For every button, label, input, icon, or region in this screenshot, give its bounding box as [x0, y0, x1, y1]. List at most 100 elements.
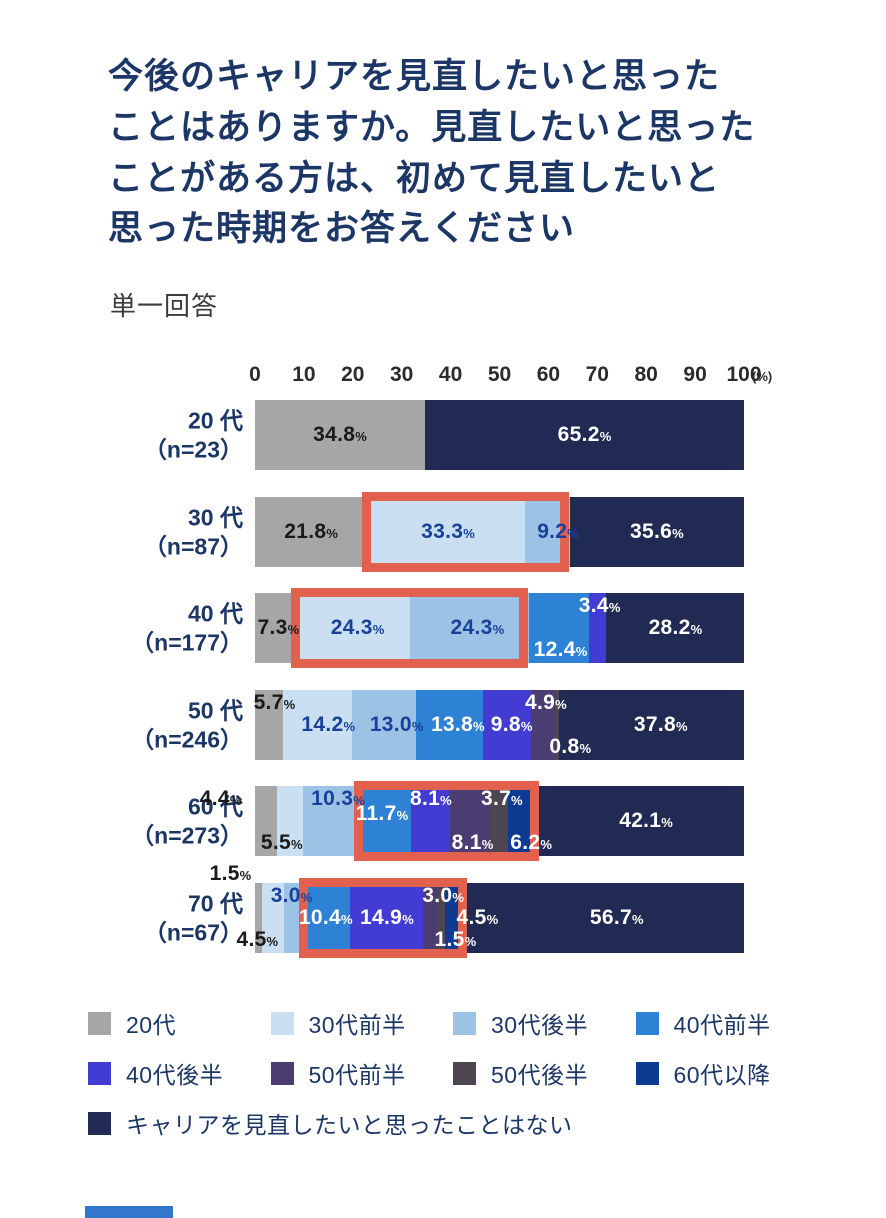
bar-row: 70 代（n=67） 1.5% 3.0% 4.5% 10.4% 14.9% 3.0% 1.5%…	[144, 862, 744, 958]
value-label: 4.4%	[199, 787, 242, 810]
bar-segment	[255, 593, 291, 663]
x-axis-tick: 0	[249, 363, 261, 386]
bar-segment	[410, 786, 451, 856]
legend-item: 50代後半	[453, 1056, 588, 1090]
value-label: 24.3%	[330, 616, 385, 639]
legend-swatch	[88, 1061, 111, 1085]
value-label: 14.2%	[301, 713, 356, 736]
value-label: 5.7%	[253, 691, 296, 714]
x-axis-tick: 70	[585, 363, 609, 386]
x-axis-tick: 60	[536, 363, 561, 386]
bar-segment	[605, 593, 745, 663]
bar-segment	[255, 690, 283, 760]
bar-segment	[276, 786, 304, 856]
value-label: 28.2%	[648, 616, 703, 639]
row-label: 60 代（n=273）	[131, 793, 243, 848]
legend-label: キャリアを見直したいと思ったことはない	[126, 1112, 573, 1138]
legend-swatch	[270, 1011, 294, 1035]
bar-segments	[255, 786, 744, 856]
value-label: 3.0%	[422, 884, 465, 907]
stacked-bar-chart: 0 10 20 30 40 50 60 70 80 90 100 (%) 20 代（n=23） 34.8…	[0, 360, 886, 960]
bar-segment	[353, 786, 411, 856]
bar-segments	[255, 690, 744, 760]
bar-segment	[262, 883, 285, 953]
row-label: 30 代（n=87）	[143, 504, 243, 559]
answer-type-label: 単一回答	[110, 291, 219, 321]
legend-item: 30代前半	[270, 1006, 406, 1040]
legend-swatch	[88, 1111, 111, 1135]
bar-row: 40 代（n=177） 7.3% 24.3% 24.3% 12.4% 3.4% 28.2%	[131, 588, 745, 668]
value-label: 42.1%	[619, 809, 674, 832]
bar-segment	[255, 883, 263, 953]
value-label: 21.8%	[284, 520, 339, 543]
value-label: 6.2%	[510, 831, 553, 854]
legend-swatch	[453, 1061, 476, 1085]
legend-swatch	[453, 1011, 476, 1035]
value-label: 3.7%	[480, 787, 523, 810]
legend-label: 40代後半	[126, 1062, 224, 1088]
value-label: 14.9%	[360, 906, 414, 929]
row-label: 50 代（n=246）	[131, 697, 243, 752]
chart-title: 今後のキャリアを見直したいと思った ことはありますか。見直したいと思った ことが…	[108, 57, 756, 249]
bar-segment	[349, 883, 423, 953]
legend-label: 50代後半	[491, 1062, 589, 1088]
row-label: 70 代（n=67）	[143, 890, 243, 945]
value-label: 8.1%	[410, 787, 453, 810]
legend-item: 50代前半	[270, 1056, 406, 1090]
legend-swatch	[635, 1011, 659, 1035]
value-label: 4.9%	[524, 691, 567, 714]
value-label: 3.4%	[578, 594, 621, 617]
x-axis-tick: 100	[726, 363, 762, 386]
value-label: 35.6%	[629, 520, 684, 543]
value-label: 4.5%	[456, 906, 499, 929]
bar-segment	[422, 883, 438, 953]
bar-segment	[255, 400, 426, 470]
bar-segment	[538, 786, 744, 856]
bar-segment	[489, 786, 509, 856]
value-label: 65.2%	[557, 423, 612, 446]
value-label: 11.7%	[355, 802, 409, 825]
legend-row: 40代後半 50代前半 50代後半 60代以降	[88, 1056, 878, 1088]
bar-segment	[425, 400, 744, 470]
bar-segment	[569, 497, 744, 567]
bar-row: 20 代（n=23） 34.8% 65.2%	[144, 400, 744, 470]
bar-segment	[483, 690, 532, 760]
value-label: 12.4%	[533, 638, 588, 661]
legend-item: 40代前半	[635, 1006, 771, 1040]
bar-segment	[255, 786, 277, 856]
cropped-next-section	[85, 1206, 173, 1218]
bar-segment	[466, 883, 744, 953]
bar-segment	[290, 593, 410, 663]
bar-segment	[415, 690, 484, 760]
bar-segment	[559, 690, 744, 760]
value-label: 10.4%	[298, 906, 353, 929]
row-label: 40 代（n=177）	[131, 600, 243, 655]
x-axis: 0 10 20 30 40 50 60 70 80 90 100 (%)	[249, 363, 772, 393]
x-axis-tick: 20	[341, 363, 365, 386]
x-axis-tick: 90	[683, 363, 707, 386]
x-axis-tick: 30	[390, 363, 414, 386]
value-label: 7.3%	[257, 616, 300, 639]
bar-segment	[284, 883, 299, 953]
bar-segment	[255, 497, 362, 567]
bar-segment	[528, 593, 590, 663]
value-label: 33.3%	[421, 520, 476, 543]
legend-label: 40代前半	[673, 1012, 771, 1038]
legend-row: 20代 30代前半 30代後半 40代前半	[88, 1006, 878, 1038]
legend-row: キャリアを見直したいと思ったことはない	[88, 1106, 878, 1138]
legend-label: 30代後半	[491, 1012, 589, 1038]
bar-segment	[437, 883, 445, 953]
bar-segment	[303, 786, 354, 856]
bar-segments	[255, 400, 744, 470]
value-label: 1.5%	[434, 928, 477, 951]
bar-segment	[531, 690, 556, 760]
x-axis-unit: (%)	[752, 369, 773, 384]
bar-segments	[255, 593, 745, 663]
value-label: 56.7%	[589, 906, 644, 929]
legend-swatch	[88, 1011, 111, 1035]
value-label: 1.5%	[209, 862, 252, 885]
value-label: 24.3%	[450, 616, 505, 639]
legend-label: 30代前半	[308, 1012, 406, 1038]
legend-item: 60代以降	[635, 1056, 771, 1090]
value-label: 0.8%	[549, 735, 592, 758]
